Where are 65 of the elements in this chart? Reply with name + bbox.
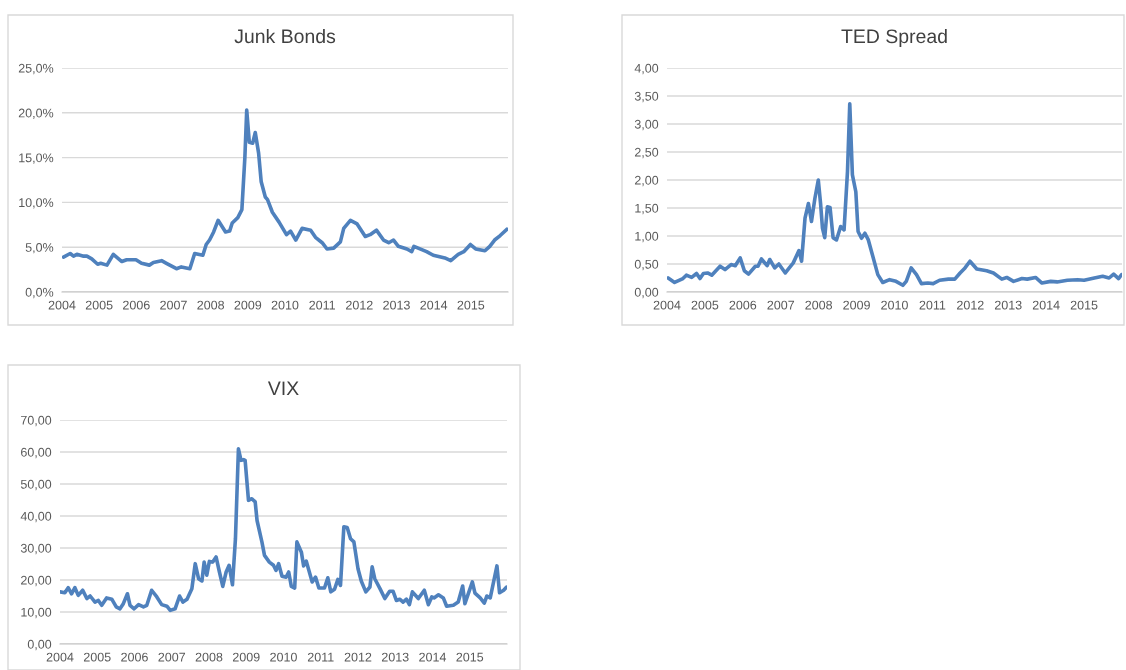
x-tick-label: 2008 bbox=[195, 652, 223, 662]
x-tick-label: 2007 bbox=[767, 300, 795, 310]
x-tick-label: 2004 bbox=[46, 652, 74, 662]
x-tick-label: 2006 bbox=[123, 300, 150, 310]
x-tick-label: 2011 bbox=[307, 652, 334, 662]
x-tick-label: 2012 bbox=[344, 652, 372, 662]
x-tick-label: 2007 bbox=[160, 300, 187, 310]
x-tick-label: 2006 bbox=[729, 300, 757, 310]
y-tick-label: 25,0% bbox=[18, 63, 54, 75]
x-tick-label: 2004 bbox=[653, 300, 681, 310]
x-tick-label: 2010 bbox=[270, 652, 297, 662]
line-series bbox=[667, 102, 1122, 288]
x-tick-label: 2014 bbox=[419, 652, 447, 662]
y-tick-label: 1,50 bbox=[635, 203, 659, 215]
x-tick-label: 2010 bbox=[271, 300, 299, 310]
y-tick-label: 50,00 bbox=[20, 479, 52, 491]
x-tick-label: 2012 bbox=[346, 300, 373, 310]
y-tick-label: 30,00 bbox=[20, 543, 52, 555]
y-tick-label: 4,00 bbox=[634, 63, 659, 75]
y-tick-label: 15,0% bbox=[19, 153, 54, 164]
x-tick-label: 2011 bbox=[309, 300, 335, 310]
x-tick-label: 2015 bbox=[456, 652, 484, 662]
y-tick-label: 0,0% bbox=[25, 287, 54, 299]
y-tick-label: 10,0% bbox=[19, 198, 54, 209]
x-tick-label: 2007 bbox=[158, 652, 186, 662]
x-tick-label: 2013 bbox=[381, 652, 409, 662]
x-tick-label: 2008 bbox=[805, 300, 833, 310]
x-tick-label: 2005 bbox=[85, 300, 113, 310]
x-tick-label: 2004 bbox=[48, 300, 76, 310]
y-tick-label: 2,00 bbox=[634, 175, 659, 187]
x-tick-label: 2014 bbox=[1032, 300, 1060, 310]
y-tick-label: 0,00 bbox=[634, 287, 659, 299]
y-tick-label: 1,00 bbox=[635, 231, 659, 243]
line-series bbox=[60, 446, 507, 613]
x-tick-label: 2013 bbox=[383, 300, 410, 310]
x-tick-label: 2009 bbox=[843, 300, 870, 310]
y-tick-label: 0,50 bbox=[634, 259, 659, 271]
y-tick-label: 20,00 bbox=[21, 575, 52, 587]
line-series bbox=[62, 108, 508, 271]
x-tick-label: 2012 bbox=[957, 300, 984, 310]
y-tick-label: 2,50 bbox=[634, 147, 659, 159]
x-tick-label: 2006 bbox=[121, 652, 148, 662]
x-tick-label: 2009 bbox=[232, 652, 260, 662]
y-tick-label: 20,0% bbox=[18, 108, 54, 119]
y-tick-label: 40,00 bbox=[20, 511, 52, 523]
x-tick-label: 2009 bbox=[234, 300, 262, 310]
y-tick-label: 3,50 bbox=[634, 91, 659, 103]
x-tick-label: 2014 bbox=[420, 300, 448, 310]
x-tick-label: 2010 bbox=[881, 300, 908, 310]
y-tick-label: 0,00 bbox=[27, 639, 52, 651]
x-tick-label: 2005 bbox=[691, 300, 719, 310]
x-tick-label: 2015 bbox=[457, 300, 485, 310]
x-tick-label: 2013 bbox=[994, 300, 1022, 310]
x-tick-label: 2005 bbox=[83, 652, 111, 662]
y-tick-label: 60,00 bbox=[21, 447, 52, 459]
x-tick-label: 2015 bbox=[1070, 300, 1098, 310]
chart-title: VIX bbox=[267, 381, 299, 395]
x-tick-label: 2008 bbox=[197, 300, 225, 310]
chart-title: Junk Bonds bbox=[234, 28, 336, 44]
y-tick-label: 5,0% bbox=[25, 243, 54, 254]
y-tick-label: 70,00 bbox=[21, 415, 52, 427]
x-tick-label: 2011 bbox=[919, 300, 946, 310]
chart-title: TED Spread bbox=[841, 28, 947, 48]
y-tick-label: 3,00 bbox=[634, 119, 659, 131]
y-tick-label: 10,00 bbox=[21, 607, 52, 619]
